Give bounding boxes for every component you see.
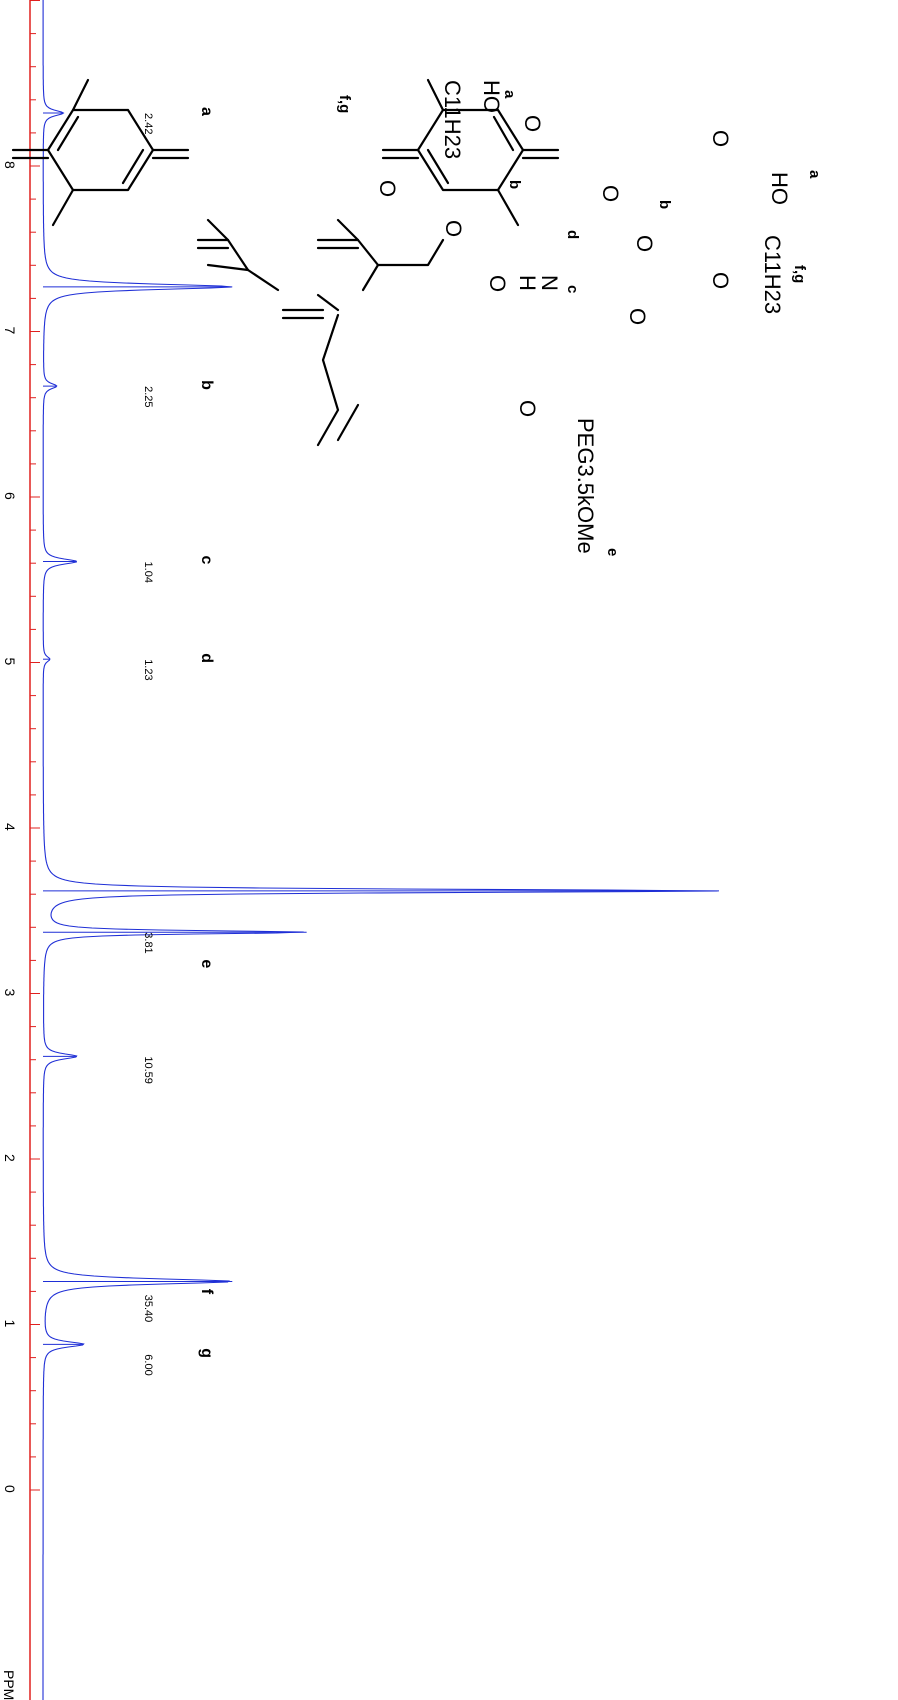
aspartate-linker <box>196 218 445 447</box>
structure-label-b: b <box>506 180 523 189</box>
structure-label-b: b <box>656 200 673 209</box>
peak-assignment-g: g <box>198 1348 215 1358</box>
structure-label-a: a <box>501 90 518 99</box>
carbonyl-oxygen-label: O <box>375 180 400 197</box>
carbonyl-oxygen-label: O <box>708 272 733 289</box>
ester-oxygen-label: O <box>441 220 466 237</box>
structure-label-c: c <box>564 285 581 293</box>
tick-label: 6 <box>2 492 18 500</box>
alkyl-group-label: C11H23 <box>760 235 785 314</box>
amide-oxygen-label: O <box>625 308 650 325</box>
right-quinone-ring <box>11 78 190 227</box>
peak-assignment-a: a <box>198 107 215 116</box>
carbonyl-oxygen-label: O <box>598 185 623 202</box>
peg-group-label: PEG3.5kOMe <box>573 418 598 554</box>
integral-label-6: 35.40 <box>142 1295 154 1323</box>
structure-label-d: d <box>564 230 581 239</box>
axis-tick-labels: 0 1 2 3 4 5 6 7 8 <box>2 161 18 1493</box>
structure-label-e: e <box>604 548 621 556</box>
integral-label-2: 1.04 <box>142 562 154 583</box>
tick-label: 0 <box>2 1485 18 1493</box>
peak-assignment-e: e <box>198 959 215 968</box>
nitrogen-hydrogen-label: H <box>515 275 540 291</box>
tick-label: 2 <box>2 1154 18 1162</box>
peak-assignment-f: f <box>198 1289 215 1295</box>
integral-label-3: 1.23 <box>142 659 154 680</box>
hydroxyl-label: HO <box>767 172 792 205</box>
molecule-structure <box>11 78 560 447</box>
spectrum-trace <box>42 0 718 1700</box>
peak-assignment-d: d <box>198 653 215 663</box>
integral-label-5: 10.59 <box>142 1056 154 1084</box>
structure-label-fg: f,g <box>791 265 808 283</box>
integral-label-0: 2.42 <box>142 113 154 134</box>
structure-label-fg: f,g <box>336 95 353 113</box>
peak-marks <box>43 112 719 1345</box>
integral-label-4: 3.81 <box>142 932 154 953</box>
integral-label-1: 2.25 <box>142 386 154 407</box>
carbonyl-oxygen-label: O <box>520 115 545 132</box>
amide-oxygen-label: O <box>515 400 540 417</box>
tick-label: 8 <box>2 161 18 169</box>
tick-label: 1 <box>2 1320 18 1328</box>
nitrogen-label: N <box>537 275 562 291</box>
tick-label: 5 <box>2 658 18 666</box>
axis-ticks <box>30 0 40 1491</box>
peak-assignment-c: c <box>198 556 215 565</box>
ester-oxygen-label: O <box>632 235 657 252</box>
molecule-labels: HO HO C11H23 C11H23 PEG3.5kOMe O O O O O… <box>336 80 823 556</box>
integral-labels: 2.42 2.25 1.04 1.23 3.81 10.59 35.40 6.00 <box>142 113 154 1376</box>
carbonyl-oxygen-label: O <box>708 130 733 147</box>
integral-label-7: 6.00 <box>142 1354 154 1375</box>
carbonyl-oxygen-label: O <box>485 275 510 292</box>
left-quinone-ring <box>381 78 560 227</box>
structure-label-a: a <box>806 170 823 179</box>
tick-label: 4 <box>2 823 18 831</box>
peak-assignment-labels: a b c d e f g <box>198 107 215 1358</box>
axis-unit-label: PPM <box>1 1670 17 1700</box>
tick-label: 7 <box>2 327 18 335</box>
tick-label: 3 <box>2 989 18 997</box>
peak-assignment-b: b <box>198 380 215 390</box>
hydroxyl-label: HO <box>479 80 504 113</box>
alkyl-group-label: C11H23 <box>440 80 465 159</box>
